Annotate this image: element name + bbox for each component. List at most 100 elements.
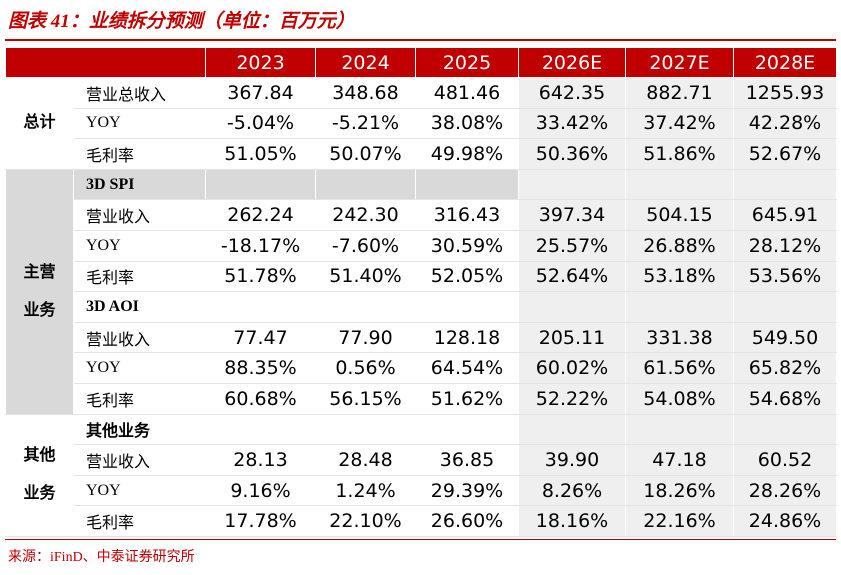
cell: 37.42% [625,107,734,140]
column-header: 2026E [518,47,626,78]
cell: 42.28% [733,107,837,140]
section-label: 主营 业务 [5,168,74,415]
section-label-line: 业务 [23,301,56,319]
section-label-line: 其他 [23,447,56,465]
cell: 18.26% [625,474,734,507]
row-label: YOY [73,229,206,262]
empty-cell [415,413,519,446]
row-label: 毛利率 [73,260,206,293]
cell: 60.52 [733,444,837,476]
empty-cell [518,291,626,323]
data-row: 毛利率 51.78% 51.40% 52.05% 52.64% 53.18% 53.56% [6,260,837,293]
data-row: YOY 9.16% 1.24% 29.39% 8.26% 18.26% 28.26% [6,474,837,507]
cell: 26.88% [625,229,734,262]
cell: 52.05% [415,260,519,293]
empty-cell [625,168,734,201]
empty-cell [205,291,316,323]
cell: 205.11 [518,321,626,354]
group-label: 3D AOI [73,291,206,323]
data-row: 毛利率 51.05% 50.07% 49.98% 50.36% 51.86% 52.67% [6,138,837,170]
cell: 77.47 [205,321,316,354]
cell: 331.38 [625,321,734,354]
data-row: 营业收入 262.24 242.30 316.43 397.34 504.15 645.91 [6,199,837,231]
cell: 28.13 [205,444,316,476]
empty-cell [415,168,519,201]
row-label: 毛利率 [73,382,206,415]
cell: 30.59% [415,229,519,262]
cell: 17.78% [205,505,316,537]
cell: 50.36% [518,138,626,170]
section-label-line: 总计 [23,114,56,132]
cell: 22.16% [625,505,734,537]
section-label-line: 主营 [23,263,56,281]
cell: 52.64% [518,260,626,293]
empty-cell [315,291,416,323]
cell: 367.84 [205,77,316,109]
cell: 642.35 [518,77,626,109]
cell: 28.26% [733,474,837,507]
row-label: 营业收入 [73,444,206,476]
cell: 65.82% [733,352,837,384]
forecast-table: 2023 2024 2025 2026E 2027E 2028E 总计 营业总收入 367.84… [5,47,837,537]
data-row: 总计 营业总收入 367.84 348.68 481.46 642.35 882.71 125… [5,77,837,170]
column-header: 2024 [315,47,416,78]
cell: 60.02% [518,352,626,384]
cell: 1.24% [315,474,416,507]
cell: 60.68% [205,382,316,415]
cell: 8.26% [518,474,626,507]
cell: 481.46 [415,77,519,109]
empty-cell [518,413,626,446]
cell: 54.08% [625,382,734,415]
cell: 549.50 [733,321,837,354]
column-header: 2028E [733,47,837,78]
cell: 39.90 [518,444,626,476]
empty-cell [733,168,837,201]
cell: 36.85 [415,444,519,476]
column-header: 2023 [205,47,316,78]
cell: 77.90 [315,321,416,354]
empty-cell [733,413,837,446]
cell: 51.62% [415,382,519,415]
data-row: 营业收入 28.13 28.48 36.85 39.90 47.18 60.52 [6,444,837,476]
source: 来源：iFinD、中泰证券研究所 [8,550,195,565]
cell: 25.57% [518,229,626,262]
cell: 28.48 [315,444,416,476]
cell: 22.10% [315,505,416,537]
header-row: 2023 2024 2025 2026E 2027E 2028E [5,47,837,78]
cell: 645.91 [733,199,837,231]
cell: 53.18% [625,260,734,293]
cell: -5.04% [205,107,316,140]
cell: 504.15 [625,199,734,231]
empty-cell [315,168,416,201]
cell: 29.39% [415,474,519,507]
cell: 51.78% [205,260,316,293]
row-label: YOY [73,474,206,507]
row-label: 毛利率 [73,138,206,170]
cell: -7.60% [315,229,416,262]
data-row: YOY 88.35% 0.56% 64.54% 60.02% 61.56% 65.82% [6,352,837,384]
cell: 18.16% [518,505,626,537]
cell: 397.34 [518,199,626,231]
cell: 316.43 [415,199,519,231]
cell: 128.18 [415,321,519,354]
row-label: 营业收入 [73,199,206,231]
empty-cell [733,291,837,323]
data-row: 毛利率 17.78% 22.10% 26.60% 18.16% 22.16% 24.86% [6,505,837,537]
cell: 52.67% [733,138,837,170]
data-row: 营业收入 77.47 77.90 128.18 205.11 331.38 549.50 [6,321,837,354]
cell: 54.68% [733,382,837,415]
column-header: 2027E [625,47,734,78]
cell: 262.24 [205,199,316,231]
cell: 51.05% [205,138,316,170]
empty-cell [205,413,316,446]
group-row: 其他 业务 其他业务 [5,413,837,537]
cell: 47.18 [625,444,734,476]
cell: -18.17% [205,229,316,262]
cell: 26.60% [415,505,519,537]
footer-rule [5,539,836,540]
row-label: 营业总收入 [73,77,206,109]
cell: 88.35% [205,352,316,384]
data-row: YOY -5.04% -5.21% 38.08% 33.42% 37.42% 42.28% [6,107,837,140]
cell: 50.07% [315,138,416,170]
